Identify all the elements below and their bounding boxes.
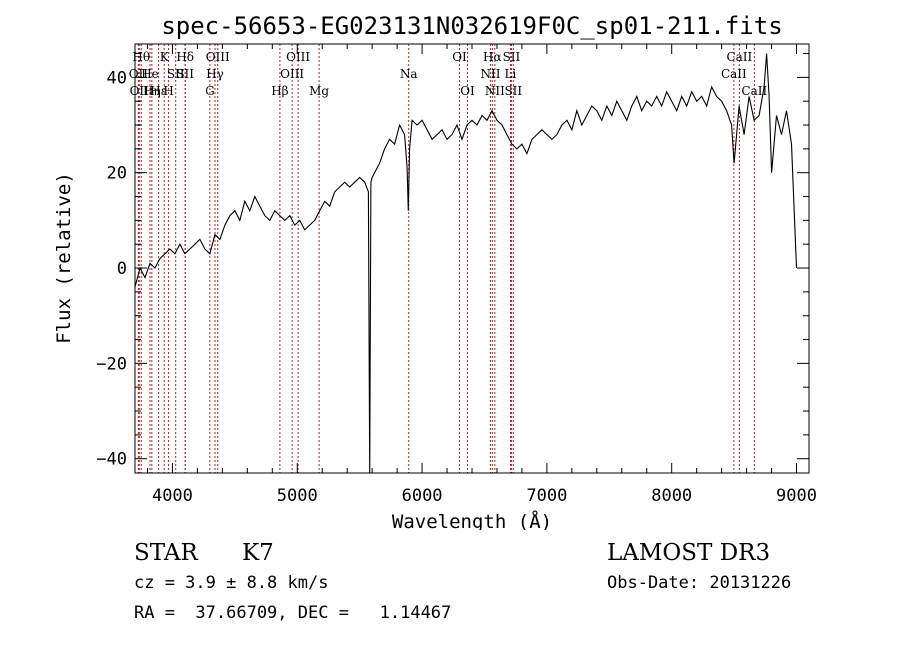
spectral-line-labels: HθOIIOIIHeHηHεKHSIIHδSIIGHγOIIIHβOIIIOII… bbox=[129, 50, 768, 98]
marker-label-25: SII bbox=[503, 50, 521, 64]
marker-label-22: Hα bbox=[483, 50, 502, 64]
marker-label-6: K bbox=[160, 50, 170, 64]
spectrum-series-line bbox=[134, 53, 798, 474]
x-tick-label-3: 7000 bbox=[526, 486, 567, 506]
survey-name: LAMOST DR3 bbox=[607, 540, 771, 566]
x-tick-label-2: 6000 bbox=[402, 486, 443, 506]
marker-label-17: Mg bbox=[309, 84, 329, 98]
redshift-text: cz = 3.9 ± 8.8 km/s bbox=[134, 573, 329, 593]
marker-label-13: OIII bbox=[206, 50, 230, 64]
x-tick-label-5: 9000 bbox=[776, 486, 817, 506]
y-tick-label-4: 40 bbox=[107, 68, 127, 88]
marker-label-27: CaII bbox=[721, 67, 747, 81]
spectrum-chart: spec-56653-EG023131N032619F0C_sp01-211.f… bbox=[53, 12, 817, 530]
y-axis-ticks: −40 −20 0 20 40 bbox=[96, 53, 809, 470]
plot-frame bbox=[134, 43, 810, 474]
x-axis-ticks: 4000 5000 6000 7000 8000 9000 bbox=[146, 44, 817, 506]
y-tick-label-3: 20 bbox=[107, 164, 127, 184]
marker-label-26: SII bbox=[504, 84, 522, 98]
marker-label-4: Hη bbox=[143, 84, 161, 98]
y-axis-label: Flux (relative) bbox=[53, 172, 75, 344]
x-tick-label-1: 5000 bbox=[277, 486, 318, 506]
marker-label-16: OIII bbox=[286, 50, 310, 64]
marker-label-11: G bbox=[205, 84, 215, 98]
marker-label-3: He bbox=[141, 67, 159, 81]
chart-title: spec-56653-EG023131N032619F0C_sp01-211.f… bbox=[161, 12, 782, 40]
y-tick-label-2: 0 bbox=[117, 259, 127, 279]
marker-label-21: NII bbox=[480, 67, 500, 81]
marker-label-8: SII bbox=[167, 67, 185, 81]
marker-label-24: Li bbox=[505, 67, 517, 81]
y-tick-label-1: −20 bbox=[96, 354, 127, 374]
marker-label-15: OIII bbox=[280, 67, 304, 81]
x-tick-label-4: 8000 bbox=[651, 486, 692, 506]
marker-label-20: OI bbox=[460, 84, 475, 98]
marker-label-28: CaII bbox=[726, 50, 752, 64]
marker-label-2: OII bbox=[130, 84, 150, 98]
marker-label-23: NII bbox=[485, 84, 505, 98]
x-axis-label: Wavelength (Å) bbox=[392, 510, 552, 530]
marker-label-10: SII bbox=[176, 67, 194, 81]
marker-label-12: Hγ bbox=[206, 67, 224, 81]
observation-date: Obs-Date: 20131226 bbox=[607, 573, 792, 593]
y-tick-label-0: −40 bbox=[96, 450, 127, 470]
x-tick-label-0: 4000 bbox=[152, 486, 193, 506]
spectral-line-markers bbox=[137, 44, 755, 473]
marker-label-18: Na bbox=[400, 67, 418, 81]
marker-label-7: H bbox=[163, 84, 173, 98]
marker-label-5: Hε bbox=[150, 84, 167, 98]
object-subclass: K7 bbox=[242, 540, 274, 566]
marker-label-14: Hβ bbox=[271, 84, 288, 98]
coordinates-text: RA = 37.66709, DEC = 1.14467 bbox=[134, 603, 452, 623]
marker-label-29: CaII bbox=[741, 84, 767, 98]
marker-label-19: OI bbox=[452, 50, 467, 64]
object-class: STAR bbox=[134, 540, 198, 566]
marker-label-9: Hδ bbox=[176, 50, 194, 64]
